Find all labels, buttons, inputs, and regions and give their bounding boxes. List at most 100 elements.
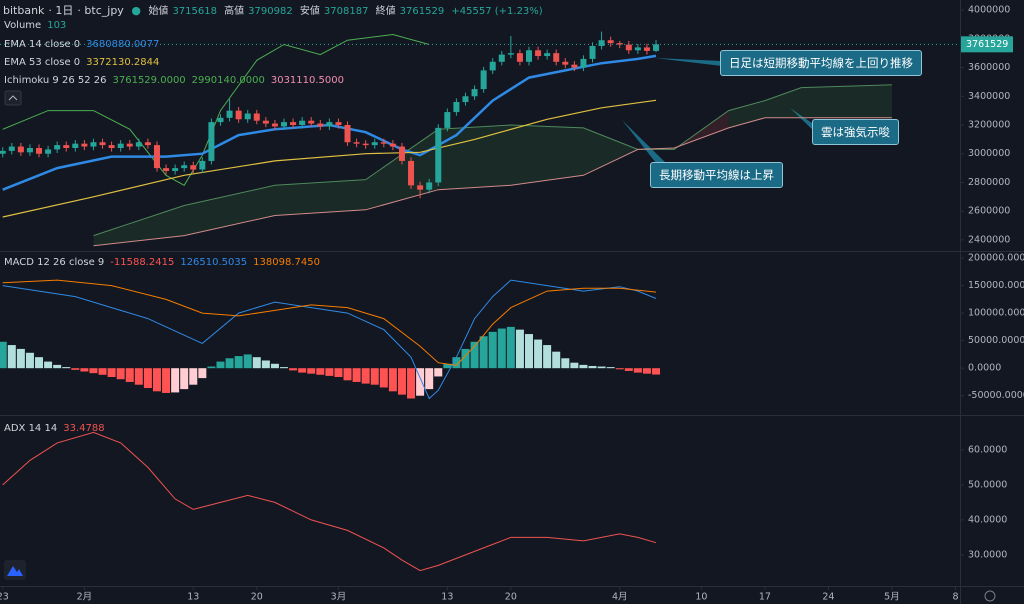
legend-value: 126510.5035 — [180, 257, 248, 268]
settings-icon[interactable] — [984, 590, 996, 602]
histogram-bar — [171, 368, 180, 393]
cloud-segment — [728, 100, 765, 128]
histogram-bar — [207, 366, 216, 369]
candle-body — [489, 61, 496, 71]
cloud-segment — [510, 125, 584, 186]
candle-body — [553, 53, 560, 62]
candle-body — [0, 150, 6, 154]
y-tick-label: -50000.0000 — [968, 390, 1024, 401]
y-tick-label: 60.0000 — [968, 444, 1007, 455]
candle-body — [389, 143, 396, 147]
y-tick-label: 30.0000 — [968, 549, 1007, 560]
histogram-bar — [497, 328, 506, 369]
candle-body — [580, 58, 587, 68]
candle-body — [653, 44, 660, 51]
histogram-bar — [289, 368, 298, 371]
cloud-segment — [764, 87, 802, 118]
y-tick-label: 150000.0000 — [968, 280, 1024, 291]
candle-body — [45, 149, 52, 154]
x-tick-label: 13 — [441, 592, 453, 603]
candle-body — [244, 113, 251, 120]
histogram-bar — [407, 368, 416, 399]
y-tick-label: 40.0000 — [968, 514, 1007, 525]
histogram-bar — [461, 348, 470, 369]
candle-body — [317, 123, 324, 127]
candle-body — [54, 145, 61, 150]
histogram-bar — [524, 334, 533, 369]
histogram-bar — [16, 348, 25, 369]
candle-body — [589, 45, 596, 59]
legend-value: 3761529.0000 — [112, 75, 186, 86]
y-tick-label: 50000.0000 — [968, 335, 1024, 346]
histogram-bar — [379, 368, 388, 388]
candle-body — [26, 147, 33, 153]
annotation: 長期移動平均線は上昇 — [650, 162, 783, 188]
candle-body — [353, 142, 360, 144]
symbol-header: bitbank · 1日 · btc_jpy ● 始値 3715618 高値 37909… — [3, 2, 551, 18]
candle-body — [417, 185, 424, 190]
collapse-button[interactable] — [4, 90, 22, 106]
histogram-bar — [588, 365, 597, 369]
indicator-line — [93, 84, 892, 237]
close-label: 終値 — [375, 6, 396, 17]
candle-body — [271, 123, 278, 127]
candle-body — [163, 168, 170, 171]
candle-body — [144, 142, 151, 146]
status-dot: ● — [131, 4, 141, 17]
histogram-bar — [107, 368, 116, 378]
histogram-bar — [633, 368, 642, 373]
histogram-bar — [370, 368, 379, 385]
candle-body — [99, 142, 106, 146]
candle-body — [480, 70, 487, 90]
histogram-bar — [152, 368, 161, 392]
legend-name: MACD 12 26 close 9 — [4, 257, 105, 268]
histogram-bar — [80, 368, 89, 372]
histogram-bar — [116, 368, 125, 380]
change: +45557 (+1.23%) — [451, 6, 543, 17]
histogram-bar — [261, 360, 270, 369]
histogram-bar — [570, 362, 579, 369]
callout-pointer — [790, 108, 815, 132]
candle-body — [544, 53, 551, 57]
candle-body — [90, 142, 97, 147]
histogram-bar — [280, 367, 289, 369]
x-tick-label: 17 — [759, 592, 771, 603]
y-tick-label: 3600000 — [968, 62, 1010, 73]
histogram-bar — [443, 363, 452, 369]
histogram-bar — [470, 341, 479, 369]
candle-body — [598, 40, 605, 46]
candle-body — [643, 47, 650, 51]
candle-body — [344, 125, 351, 143]
y-tick-label: 2600000 — [968, 206, 1010, 217]
histogram-bar — [7, 345, 16, 369]
candle-body — [153, 145, 160, 169]
indicator-line — [93, 117, 892, 247]
candle-body — [299, 120, 306, 125]
legend-name: Volume — [4, 20, 42, 31]
histogram-bar — [25, 352, 34, 369]
legend-name: Ichimoku 9 26 52 26 — [4, 75, 107, 86]
high-value: 3790982 — [248, 6, 293, 17]
cloud-segment — [438, 125, 511, 190]
interval[interactable]: 1日 — [55, 4, 74, 17]
histogram-bar — [189, 368, 198, 385]
candle-body — [262, 120, 269, 124]
candle-body — [172, 168, 179, 171]
histogram-bar — [89, 368, 98, 374]
candle-body — [634, 47, 641, 51]
candle-body — [199, 160, 206, 170]
logo-icon — [7, 566, 23, 576]
candle-body — [217, 117, 224, 123]
x-tick-label: 13 — [187, 592, 199, 603]
histogram-bar — [252, 357, 261, 369]
candle-body — [380, 142, 387, 144]
indicator-line — [2, 279, 657, 400]
legend-value: 3031110.5000 — [270, 75, 345, 86]
annotation: 日足は短期移動平均線を上回り推移 — [720, 50, 922, 76]
candle-body — [190, 165, 197, 170]
candle-body — [117, 143, 124, 148]
macd-legend: MACD 12 26 close 9 -11588.2415 126510.5035… — [4, 257, 326, 268]
candle-body — [8, 146, 15, 151]
histogram-bar — [534, 339, 543, 369]
